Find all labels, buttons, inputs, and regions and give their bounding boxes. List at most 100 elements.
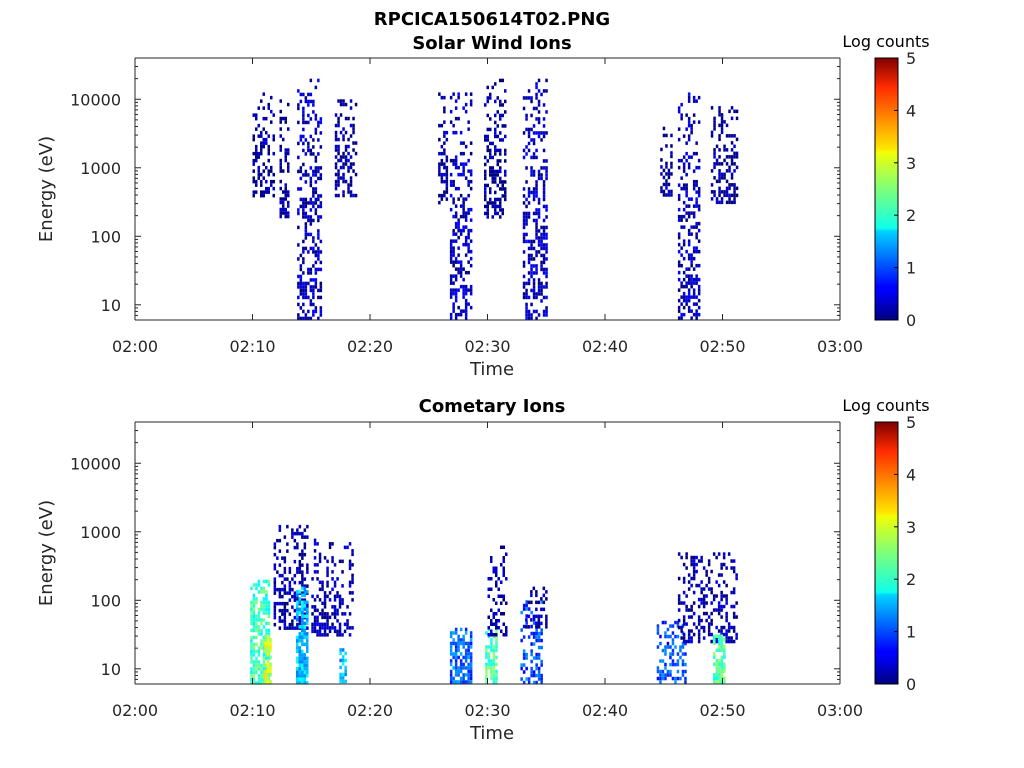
heatmap-cell	[677, 601, 681, 605]
heatmap-cell	[296, 660, 299, 664]
heatmap-cell	[502, 598, 505, 602]
heatmap-cell	[467, 676, 470, 681]
heatmap-cell	[338, 629, 342, 634]
heatmap-cell	[710, 169, 714, 173]
heatmap-cell	[252, 597, 256, 601]
heatmap-cell	[440, 176, 444, 180]
heatmap-cell	[266, 676, 270, 680]
heatmap-cell	[690, 559, 693, 563]
heatmap-cell	[685, 186, 688, 191]
heatmap-cell	[319, 117, 323, 121]
heatmap-cell	[252, 583, 256, 587]
heatmap-cell	[452, 253, 455, 257]
heatmap-cell	[278, 528, 282, 532]
heatmap-cell	[713, 638, 716, 642]
heatmap-cell	[469, 655, 473, 660]
heatmap-cell	[718, 176, 721, 180]
heatmap-cell	[532, 246, 536, 251]
heatmap-cell	[530, 666, 533, 671]
heatmap-cell	[304, 201, 308, 205]
heatmap-cell	[522, 215, 526, 219]
heatmap-cell	[252, 670, 256, 675]
heatmap-cell	[304, 232, 308, 237]
heatmap-cell	[260, 99, 263, 103]
heatmap-cell	[715, 639, 718, 644]
x-tick-label: 02:10	[229, 701, 275, 720]
heatmap-cell	[707, 559, 711, 563]
heatmap-cell	[298, 632, 301, 636]
heatmap-cell	[685, 622, 688, 626]
heatmap-cell	[443, 162, 446, 166]
heatmap-cell	[692, 256, 696, 261]
heatmap-cell	[682, 284, 686, 289]
heatmap-cell	[492, 615, 495, 619]
heatmap-cell	[728, 200, 731, 205]
heatmap-cell	[501, 103, 504, 107]
heatmap-cell	[540, 243, 543, 247]
heatmap-cell	[492, 673, 496, 677]
heatmap-cell	[297, 285, 300, 289]
heatmap-cell	[500, 580, 503, 584]
heatmap-cell	[445, 186, 449, 191]
heatmap-cell	[344, 116, 348, 121]
heatmap-cell	[677, 298, 681, 303]
heatmap-cell	[504, 99, 507, 104]
heatmap-cell	[720, 669, 724, 673]
heatmap-cell	[499, 131, 502, 135]
heatmap-cell	[527, 625, 531, 629]
heatmap-cell	[682, 639, 686, 644]
heatmap-cell	[462, 165, 465, 170]
heatmap-cell	[692, 99, 696, 103]
heatmap-cell	[492, 622, 495, 626]
heatmap-cell	[328, 629, 332, 634]
heatmap-cell	[530, 593, 533, 598]
heatmap-cell	[535, 82, 538, 86]
heatmap-cell	[535, 187, 538, 191]
heatmap-cell	[732, 559, 736, 563]
heatmap-cell	[464, 214, 468, 219]
heatmap-cell	[302, 211, 305, 216]
heatmap-cell	[727, 552, 731, 556]
heatmap-cell	[490, 648, 493, 653]
heatmap-cell	[298, 639, 301, 643]
heatmap-cell	[313, 629, 317, 634]
heatmap-cell	[459, 267, 463, 271]
heatmap-cell	[661, 676, 665, 681]
heatmap-cell	[317, 267, 320, 272]
heatmap-cell	[255, 642, 258, 647]
heatmap-cell	[504, 110, 507, 114]
heatmap-cell	[545, 295, 548, 300]
heatmap-cell	[697, 277, 701, 282]
heatmap-cell	[535, 148, 538, 153]
heatmap-cell	[273, 552, 277, 557]
heatmap-cell	[666, 634, 670, 639]
heatmap-cell	[297, 187, 300, 191]
heatmap-cell	[260, 646, 263, 650]
heatmap-cell	[317, 120, 320, 125]
heatmap-cell	[255, 158, 258, 163]
heatmap-cell	[454, 652, 458, 656]
heatmap-cell	[730, 106, 734, 110]
heatmap-cell	[489, 148, 492, 153]
heatmap-cell	[288, 580, 292, 585]
heatmap-cell	[452, 288, 455, 292]
heatmap-cell	[318, 559, 322, 564]
heatmap-cell	[344, 651, 347, 656]
heatmap-cell	[319, 309, 323, 314]
heatmap-cell	[499, 117, 502, 121]
heatmap-cell	[265, 597, 268, 601]
heatmap-cell	[697, 228, 701, 233]
heatmap-cell	[697, 193, 701, 198]
heatmap-cell	[677, 608, 681, 612]
heatmap-cell	[304, 285, 308, 289]
heatmap-cell	[314, 309, 318, 314]
heatmap-cell	[316, 622, 319, 627]
heatmap-burst	[487, 545, 508, 637]
heatmap-cell	[504, 194, 507, 198]
heatmap-cell	[677, 270, 681, 275]
heatmap-cell	[257, 681, 261, 685]
heatmap-cell	[718, 134, 721, 138]
heatmap-cell	[347, 169, 350, 173]
heatmap-cell	[500, 545, 503, 549]
heatmap-cell	[265, 190, 268, 194]
